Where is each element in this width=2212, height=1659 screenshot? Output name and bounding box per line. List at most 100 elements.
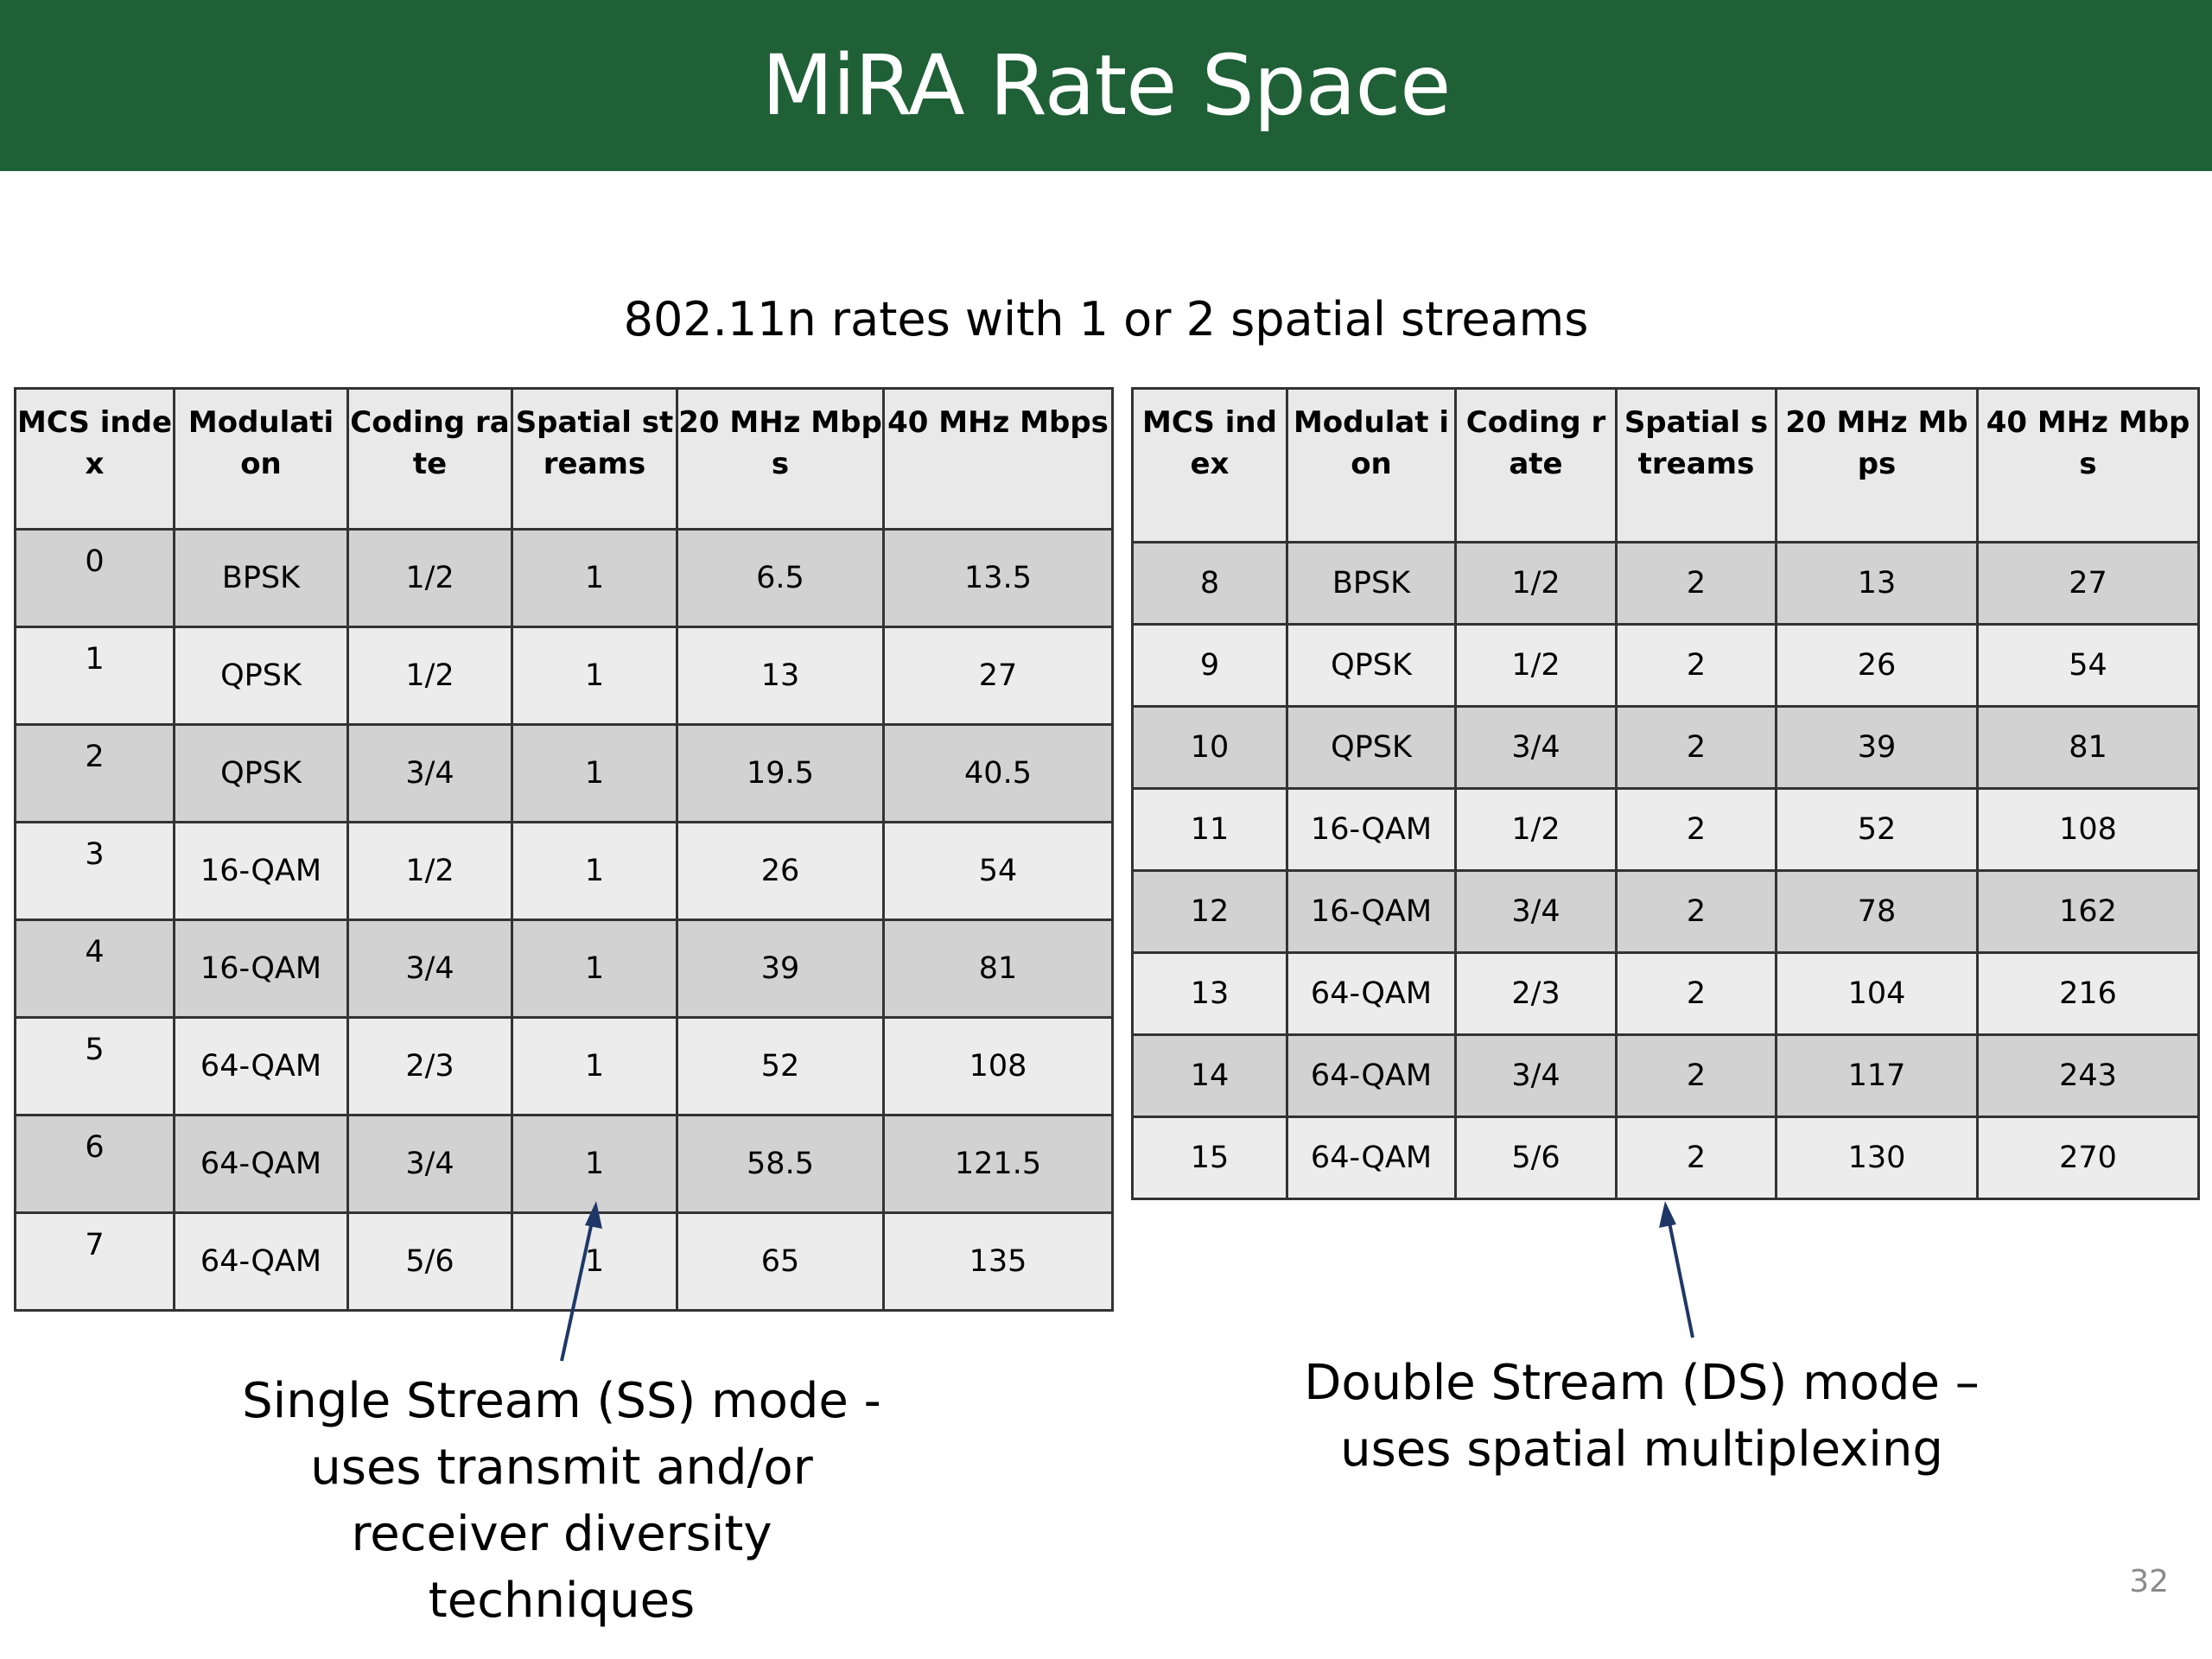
header-20mhz-mbps: 20 MHz Mbps <box>676 387 885 531</box>
cell-40mhz-mbps: 270 <box>1976 1116 2200 1200</box>
cell-spatial-streams: 1 <box>511 918 678 1019</box>
cell-coding-rate: 3/4 <box>346 723 513 823</box>
cell-20mhz-mbps: 39 <box>676 918 885 1019</box>
table-row: 14 64-QAM 3/4 2 117 243 <box>1131 1033 2200 1118</box>
caption-line: Double Stream (DS) mode – <box>1304 1355 1980 1411</box>
cell-spatial-streams: 1 <box>511 1114 678 1214</box>
cell-modulation: 16-QAM <box>173 821 349 921</box>
table-row: 2 QPSK 3/4 1 19.5 40.5 <box>14 723 1114 823</box>
cell-40mhz-mbps: 27 <box>1976 541 2200 626</box>
cell-20mhz-mbps: 26 <box>1775 623 1979 708</box>
slide-subtitle: 802.11n rates with 1 or 2 spatial stream… <box>623 292 1589 346</box>
cell-mcs-index: 2 <box>14 723 175 823</box>
cell-modulation: 64-QAM <box>1286 951 1457 1036</box>
cell-mcs-index: 4 <box>14 918 175 1019</box>
cell-mcs-index: 0 <box>14 528 175 628</box>
cell-modulation: QPSK <box>1286 623 1457 708</box>
cell-40mhz-mbps: 81 <box>882 918 1114 1019</box>
cell-mcs-index: 6 <box>14 1114 175 1214</box>
cell-modulation: 16-QAM <box>1286 869 1457 954</box>
cell-mcs-index: 1 <box>14 626 175 726</box>
cell-40mhz-mbps: 135 <box>882 1211 1114 1312</box>
slide-title: MiRA Rate Space <box>761 37 1452 134</box>
cell-20mhz-mbps: 39 <box>1775 705 1979 790</box>
cell-20mhz-mbps: 13 <box>676 626 885 726</box>
table-row: 9 QPSK 1/2 2 26 54 <box>1131 623 2200 708</box>
table-row: 0 BPSK 1/2 1 6.5 13.5 <box>14 528 1114 628</box>
cell-coding-rate: 5/6 <box>346 1211 513 1312</box>
cell-spatial-streams: 1 <box>511 723 678 823</box>
table-row: 3 16-QAM 1/2 1 26 54 <box>14 821 1114 921</box>
header-mcs-index: MCS index <box>14 387 175 531</box>
cell-coding-rate: 1/2 <box>1454 541 1618 626</box>
caption-line: Single Stream (SS) mode - <box>242 1373 881 1429</box>
cell-modulation: BPSK <box>173 528 349 628</box>
cell-modulation: 64-QAM <box>1286 1033 1457 1118</box>
cell-coding-rate: 1/2 <box>346 626 513 726</box>
title-bar: MiRA Rate Space <box>0 0 2212 171</box>
cell-spatial-streams: 2 <box>1615 541 1777 626</box>
header-modulation: Modulati on <box>173 387 349 531</box>
caption-line: receiver diversity <box>351 1506 772 1562</box>
cell-coding-rate: 1/2 <box>1454 623 1618 708</box>
table-header-row: MCS index Modulati on Coding rate Spatia… <box>14 387 1114 531</box>
header-40mhz-mbps: 40 MHz Mbps <box>1976 387 2200 543</box>
cell-modulation: 64-QAM <box>173 1211 349 1312</box>
cell-20mhz-mbps: 65 <box>676 1211 885 1312</box>
cell-20mhz-mbps: 6.5 <box>676 528 885 628</box>
cell-modulation: 64-QAM <box>173 1016 349 1116</box>
table-row: 7 64-QAM 5/6 1 65 135 <box>14 1211 1114 1312</box>
cell-20mhz-mbps: 58.5 <box>676 1114 885 1214</box>
cell-modulation: 16-QAM <box>1286 787 1457 872</box>
cell-spatial-streams: 1 <box>511 821 678 921</box>
cell-modulation: QPSK <box>1286 705 1457 790</box>
header-40mhz-mbps: 40 MHz Mbps <box>882 387 1114 531</box>
table-row: 1 QPSK 1/2 1 13 27 <box>14 626 1114 726</box>
cell-coding-rate: 3/4 <box>346 1114 513 1214</box>
cell-coding-rate: 3/4 <box>1454 1033 1618 1118</box>
caption-line: uses transmit and/or <box>310 1440 813 1496</box>
table-row: 13 64-QAM 2/3 2 104 216 <box>1131 951 2200 1036</box>
cell-40mhz-mbps: 40.5 <box>882 723 1114 823</box>
header-coding-rate: Coding rate <box>1454 387 1618 543</box>
cell-40mhz-mbps: 108 <box>882 1016 1114 1116</box>
cell-mcs-index: 3 <box>14 821 175 921</box>
cell-mcs-index: 7 <box>14 1211 175 1312</box>
cell-modulation: QPSK <box>173 723 349 823</box>
cell-40mhz-mbps: 27 <box>882 626 1114 726</box>
header-modulation: Modulat ion <box>1286 387 1457 543</box>
cell-coding-rate: 1/2 <box>1454 787 1618 872</box>
cell-20mhz-mbps: 117 <box>1775 1033 1979 1118</box>
cell-spatial-streams: 2 <box>1615 705 1777 790</box>
single-stream-rate-table: MCS index Modulati on Coding rate Spatia… <box>14 387 1114 1312</box>
cell-coding-rate: 3/4 <box>346 918 513 1019</box>
cell-modulation: 64-QAM <box>1286 1116 1457 1200</box>
cell-mcs-index: 8 <box>1131 541 1288 626</box>
cell-modulation: QPSK <box>173 626 349 726</box>
cell-spatial-streams: 1 <box>511 626 678 726</box>
cell-mcs-index: 14 <box>1131 1033 1288 1118</box>
cell-coding-rate: 2/3 <box>346 1016 513 1116</box>
cell-20mhz-mbps: 52 <box>1775 787 1979 872</box>
cell-spatial-streams: 2 <box>1615 787 1777 872</box>
page-number: 32 <box>2129 1564 2169 1599</box>
cell-mcs-index: 9 <box>1131 623 1288 708</box>
header-coding-rate: Coding rate <box>346 387 513 531</box>
table-row: 4 16-QAM 3/4 1 39 81 <box>14 918 1114 1019</box>
cell-20mhz-mbps: 130 <box>1775 1116 1979 1200</box>
cell-modulation: BPSK <box>1286 541 1457 626</box>
table-row: 11 16-QAM 1/2 2 52 108 <box>1131 787 2200 872</box>
table-row: 15 64-QAM 5/6 2 130 270 <box>1131 1116 2200 1200</box>
cell-coding-rate: 1/2 <box>346 528 513 628</box>
cell-modulation: 16-QAM <box>173 918 349 1019</box>
cell-40mhz-mbps: 108 <box>1976 787 2200 872</box>
header-spatial-streams: Spatial streams <box>1615 387 1777 543</box>
cell-20mhz-mbps: 104 <box>1775 951 1979 1036</box>
cell-mcs-index: 11 <box>1131 787 1288 872</box>
cell-20mhz-mbps: 26 <box>676 821 885 921</box>
cell-20mhz-mbps: 19.5 <box>676 723 885 823</box>
cell-40mhz-mbps: 81 <box>1976 705 2200 790</box>
cell-spatial-streams: 2 <box>1615 623 1777 708</box>
cell-coding-rate: 5/6 <box>1454 1116 1618 1200</box>
double-stream-rate-table: MCS index Modulat ion Coding rate Spatia… <box>1131 387 2200 1200</box>
